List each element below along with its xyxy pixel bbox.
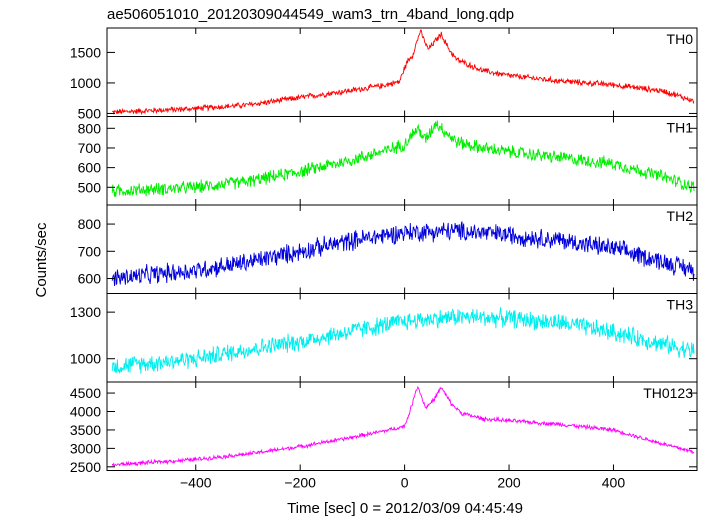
- panel-label: TH2: [667, 208, 694, 224]
- panel-th3: 1000 1300 TH3: [70, 293, 698, 383]
- y-tick-label: 800: [78, 216, 102, 232]
- panel-label: TH0: [667, 31, 694, 47]
- panel-frame: [106, 27, 698, 117]
- y-tick-label: 4500: [70, 385, 101, 401]
- panel-label: TH1: [667, 120, 694, 136]
- panels: 500 1000 1500 TH0 500 600 700 800 TH1 600 700 800 TH…: [70, 27, 698, 475]
- y-tick-label: 700: [78, 243, 102, 259]
- panel-frame: [106, 293, 698, 383]
- chart-title: ae506051010_20120309044549_wam3_trn_4ban…: [107, 6, 514, 23]
- panel-label: TH0123: [643, 385, 693, 401]
- x-tick-label: 200: [497, 475, 521, 491]
- panel-frame: [106, 204, 698, 294]
- y-axis-label: Counts/sec: [33, 222, 50, 298]
- y-tick-label: 600: [78, 271, 102, 287]
- panel-th2: 600 700 800 TH2: [78, 204, 698, 294]
- y-tick-label: 500: [78, 179, 102, 195]
- panel-th1: 500 600 700 800 TH1: [78, 116, 698, 206]
- x-tick-label: −400: [180, 475, 212, 491]
- y-tick-label: 4000: [70, 404, 101, 420]
- y-tick-label: 3500: [70, 422, 101, 438]
- x-tick-label: 0: [401, 475, 409, 491]
- series-line-th3: [111, 307, 695, 374]
- x-tick-label: 400: [602, 475, 626, 491]
- y-tick-label: 800: [78, 120, 102, 136]
- x-axis-ticks: −400 −200 0 200 400: [180, 475, 625, 491]
- y-tick-label: 700: [78, 140, 102, 156]
- y-tick-label: 3000: [70, 440, 101, 456]
- panel-th0: 500 1000 1500 TH0: [70, 27, 698, 121]
- series-line-th2: [111, 221, 695, 287]
- panel-frame: [106, 381, 698, 471]
- series-line-th0: [111, 29, 695, 116]
- y-tick-label: 1300: [70, 304, 101, 320]
- y-tick-label: 1500: [70, 44, 101, 60]
- series-line-th0123: [111, 385, 695, 467]
- x-tick-label: −200: [284, 475, 316, 491]
- y-tick-label: 1000: [70, 351, 101, 367]
- y-tick-label: 500: [78, 105, 102, 121]
- panel-th0123: 2500 3000 3500 4000 4500 TH0123: [70, 381, 698, 475]
- series-line-th1: [111, 120, 695, 197]
- panel-label: TH3: [667, 297, 694, 313]
- x-axis-label: Time [sec] 0 = 2012/03/09 04:45:49: [287, 500, 523, 516]
- y-tick-label: 2500: [70, 459, 101, 475]
- y-tick-label: 600: [78, 160, 102, 176]
- y-tick-label: 1000: [70, 75, 101, 91]
